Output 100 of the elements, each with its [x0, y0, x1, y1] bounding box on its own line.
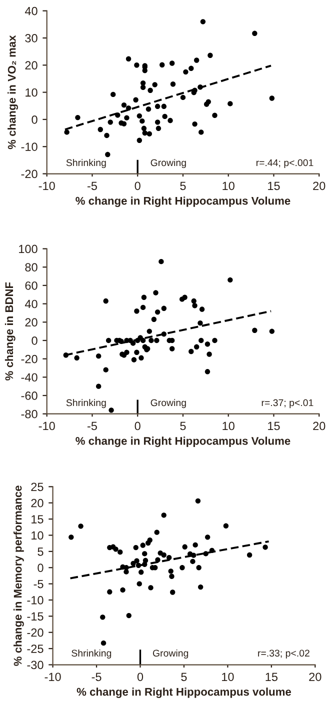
annotation: Growing — [150, 399, 186, 408]
point — [131, 357, 137, 362]
y-axis-title: % change in Memory performance — [14, 486, 24, 666]
y-tick-label: -60 — [21, 392, 38, 400]
point — [154, 309, 160, 315]
point — [136, 581, 142, 586]
point — [113, 546, 118, 552]
point — [134, 308, 140, 314]
point — [115, 112, 120, 118]
point — [108, 408, 114, 413]
point — [106, 338, 112, 344]
point — [141, 294, 147, 300]
point — [142, 130, 148, 136]
x-tick-label: 20 — [309, 672, 322, 682]
point — [262, 544, 268, 550]
x-tick-label: 5 — [181, 672, 187, 682]
x-axis-title: % change in Right Hippocampus volume — [76, 688, 292, 698]
point — [103, 298, 108, 304]
y-tick-label: 25 — [31, 482, 44, 492]
point — [204, 342, 210, 347]
point — [223, 523, 229, 528]
point — [161, 512, 166, 518]
point — [195, 498, 201, 504]
point — [158, 258, 164, 264]
y-tick-label: 20 — [25, 318, 38, 327]
point — [183, 69, 188, 75]
point — [212, 112, 218, 118]
point — [198, 84, 203, 90]
y-tick-label: 15 — [32, 515, 44, 524]
x-tick-label: 5 — [180, 182, 186, 190]
y-tick-label: -80 — [21, 410, 38, 418]
x-tick-label: -10 — [44, 672, 61, 682]
point — [136, 138, 142, 143]
point — [142, 558, 148, 564]
point — [63, 352, 69, 358]
point — [156, 126, 162, 132]
point — [170, 590, 176, 595]
point — [103, 367, 108, 372]
y-tick-label: 20 — [25, 61, 38, 70]
point — [146, 106, 152, 112]
point — [228, 277, 233, 283]
point — [152, 82, 158, 88]
x-tick-label: 15 — [268, 422, 280, 430]
point — [182, 294, 188, 300]
point — [204, 369, 210, 374]
point — [190, 558, 196, 564]
x-axis-title: % change in Right Hippocampus Volume — [76, 196, 290, 207]
point — [208, 52, 213, 58]
annotation: r=.33; p<.02 — [258, 650, 310, 659]
point — [196, 565, 202, 570]
y-tick-label: 10 — [26, 88, 38, 97]
x-tick-label: 10 — [222, 422, 234, 430]
y-tick-label: 10 — [32, 531, 44, 540]
point — [142, 551, 148, 556]
point — [182, 544, 188, 550]
x-tick-label: 0 — [134, 422, 140, 430]
x-tick-label: 0 — [134, 182, 140, 190]
point — [188, 66, 194, 71]
point — [154, 530, 160, 535]
point — [169, 346, 175, 352]
point — [153, 290, 158, 296]
point — [169, 60, 175, 66]
point — [130, 560, 136, 566]
x-tick-label: 10 — [222, 672, 234, 682]
point — [110, 92, 116, 98]
point — [168, 118, 173, 124]
x-tick-label: 5 — [180, 422, 186, 430]
point — [192, 542, 198, 548]
x-tick-label: 20 — [313, 182, 326, 190]
y-axis-title: % change in VO₂ max — [8, 35, 18, 150]
point — [78, 524, 84, 529]
y-tick-label: 40 — [24, 300, 38, 308]
point — [161, 306, 167, 311]
point — [136, 113, 142, 119]
x-tick-label: 20 — [313, 422, 326, 430]
point — [134, 558, 140, 564]
point — [140, 542, 146, 548]
point — [126, 56, 132, 62]
point — [140, 84, 146, 90]
y-tick-label: -25 — [27, 644, 44, 653]
x-tick-label: -5 — [88, 182, 97, 190]
point — [151, 316, 157, 322]
point — [140, 118, 145, 124]
y-tick-label: 40 — [24, 6, 38, 16]
point — [126, 105, 132, 111]
annotation: Shrinking — [66, 158, 106, 168]
point — [155, 557, 160, 562]
annotation: Shrinking — [72, 649, 112, 659]
point — [74, 355, 80, 360]
point — [190, 552, 196, 558]
point — [194, 58, 200, 63]
y-tick-label: -5 — [34, 580, 44, 588]
point — [120, 587, 126, 593]
point — [169, 574, 174, 579]
point — [161, 104, 167, 110]
point — [107, 589, 112, 595]
y-tick-label: -10 — [21, 142, 38, 151]
x-axis-title: % change in Right Hippocampus Volume — [76, 436, 290, 448]
point — [100, 640, 106, 646]
point — [188, 348, 194, 354]
